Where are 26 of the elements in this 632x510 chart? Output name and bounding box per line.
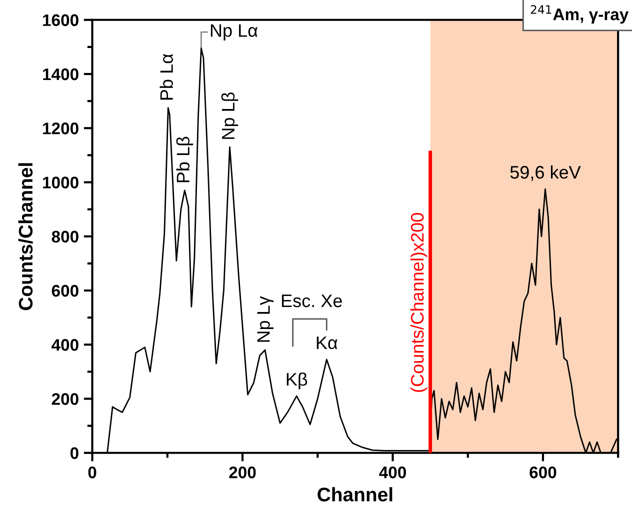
annotation: Np Lα	[210, 24, 258, 40]
annotation: Kα	[316, 336, 338, 350]
annotation: $^{241}$Am, γ-ray	[530, 5, 629, 24]
x-axis-title: Channel	[318, 487, 392, 502]
y-tick-label: 800	[52, 230, 78, 243]
y-tick-label: 1600	[43, 14, 78, 26]
y-tick-label: 400	[52, 339, 78, 351]
y-tick-label: 1200	[43, 122, 78, 134]
y-tick-label: 600	[52, 284, 78, 297]
x-tick-label: 200	[229, 466, 256, 478]
annotation: Pb Lα	[160, 54, 173, 100]
x-tick-label: 400	[379, 466, 406, 478]
x-tick-label: 0	[88, 466, 96, 478]
y-tick-label: 200	[52, 393, 78, 405]
y-tick-label: 1400	[43, 68, 78, 80]
annotation: Np Lβ	[221, 92, 238, 139]
y-axis-title: Counts/Channel	[18, 163, 33, 310]
annotation: Np Lγ	[257, 296, 274, 342]
annotation: Esc. Xe	[282, 294, 342, 308]
x-tick-label: 600	[530, 466, 556, 478]
annotation: 59,6 keV	[510, 165, 581, 181]
y-tick-label: 1000	[43, 176, 78, 188]
annotation: Kβ	[286, 372, 308, 390]
text: (Counts/Channel)x200	[410, 213, 428, 392]
y-tick-label: 0	[70, 447, 78, 460]
annotation: Pb Lβ	[176, 136, 194, 182]
